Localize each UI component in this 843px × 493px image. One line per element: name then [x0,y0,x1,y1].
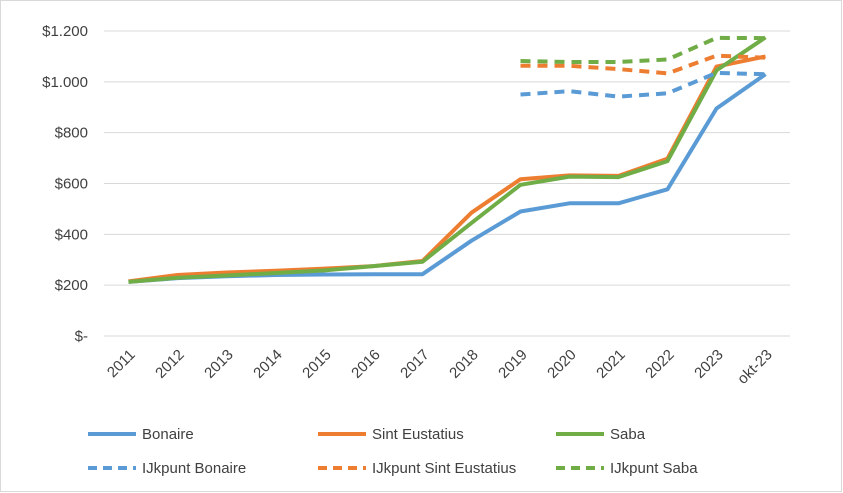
y-tick-label: $600 [55,176,88,193]
x-tick-label: 2020 [544,346,580,382]
x-tick-label: 2012 [152,346,188,382]
y-tick-label: $- [75,328,88,345]
legend-label: Sint Eustatius [372,426,464,443]
x-tick-label: 2011 [104,346,139,381]
series-line-bonaire [128,72,767,284]
x-tick-label: 2022 [642,346,678,382]
legend-label: Bonaire [142,426,194,443]
series-line-saba [128,35,767,284]
x-tick-label: 2013 [201,346,237,382]
x-tick-label: 2014 [250,346,286,382]
legend-label: IJkpunt Sint Eustatius [372,460,516,477]
series-line-sint-eustatius [128,54,766,284]
legend-label: IJkpunt Bonaire [142,460,246,477]
x-tick-label: 2017 [397,346,433,382]
x-tick-label: 2016 [348,346,384,382]
x-tick-label: okt-23 [734,346,776,388]
y-tick-label: $800 [55,125,88,142]
y-tick-label: $400 [55,226,88,243]
legend-label: IJkpunt Saba [610,460,698,477]
y-tick-label: $200 [55,277,88,294]
x-tick-label: 2018 [446,346,482,382]
x-tick-label: 2019 [495,346,531,382]
series-line-ijkpunt-saba [520,35,766,64]
legend-label: Saba [610,426,646,443]
y-tick-label: $1.000 [42,74,88,91]
x-tick-label: 2023 [691,346,727,382]
series-line-ijkpunt-sint-eustatius [520,53,766,76]
x-tick-label: 2021 [593,346,629,382]
y-tick-label: $1.200 [42,23,88,40]
series-line-ijkpunt-bonaire [520,70,766,99]
x-tick-label: 2015 [299,346,335,382]
